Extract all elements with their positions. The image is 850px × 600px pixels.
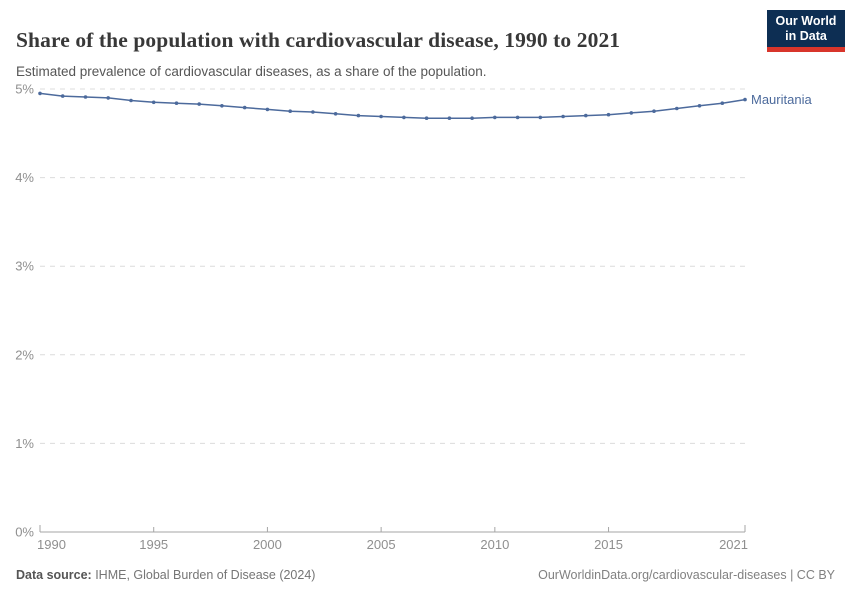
x-axis-tick-label: 2000 [253,537,282,552]
y-axis-tick-label: 5% [15,82,34,97]
data-point[interactable] [424,116,429,120]
data-point[interactable] [447,116,452,120]
owid-logo-accent-bar [767,47,845,52]
data-point[interactable] [606,112,611,117]
data-point[interactable] [220,104,224,108]
data-point[interactable] [402,115,406,120]
x-axis-tick-label: 2021 [719,537,748,552]
data-point[interactable] [697,104,702,108]
data-point[interactable] [515,115,520,120]
data-point[interactable] [720,101,725,105]
data-point[interactable] [288,109,293,113]
data-point[interactable] [38,91,42,96]
y-axis-tick-label: 1% [15,436,34,451]
page-title: Share of the population with cardiovascu… [16,28,621,53]
x-axis-tick-label: 2010 [480,537,509,552]
chart-subtitle: Estimated prevalence of cardiovascular d… [16,63,487,79]
data-point[interactable] [675,106,679,111]
data-point[interactable] [83,95,88,99]
data-point[interactable] [629,111,634,115]
data-point[interactable] [242,105,247,110]
data-point[interactable] [197,102,201,106]
data-point[interactable] [538,115,543,120]
data-point[interactable] [129,98,133,103]
y-axis-tick-label: 4% [15,170,34,185]
y-axis-tick-label: 0% [15,525,34,540]
owid-logo-text: Our World in Data [767,10,845,47]
data-point[interactable] [106,96,110,100]
x-axis-tick-label: 1990 [37,537,66,552]
y-axis-tick-label: 2% [15,347,34,362]
data-point[interactable] [652,109,656,113]
data-point[interactable] [174,101,179,105]
owid-logo[interactable]: Our World in Data [767,10,845,52]
y-axis-tick-label: 3% [15,259,34,274]
data-point[interactable] [493,115,497,120]
data-point[interactable] [584,113,588,118]
x-axis-tick-label: 2005 [367,537,396,552]
x-axis-tick-label: 1995 [139,537,168,552]
data-point[interactable] [60,94,65,98]
data-source-label: Data source: [16,568,92,582]
data-point[interactable] [311,110,315,114]
data-point[interactable] [743,97,747,102]
data-point[interactable] [151,100,156,105]
data-point[interactable] [356,113,361,118]
data-point[interactable] [333,112,338,116]
x-axis-tick-label: 2015 [594,537,623,552]
attribution-link: OurWorldinData.org/cardiovascular-diseas… [538,568,835,582]
data-source-text: IHME, Global Burden of Disease (2024) [91,568,316,582]
chart-footer: Data source: IHME, Global Burden of Dise… [16,568,835,582]
data-source-note: Data source: IHME, Global Burden of Dise… [16,568,315,582]
data-point[interactable] [379,114,383,119]
data-point[interactable] [561,114,565,119]
data-point[interactable] [470,116,474,120]
data-point[interactable] [265,107,270,112]
series-line[interactable] [39,92,746,119]
series-end-label[interactable]: Mauritania [751,92,812,107]
